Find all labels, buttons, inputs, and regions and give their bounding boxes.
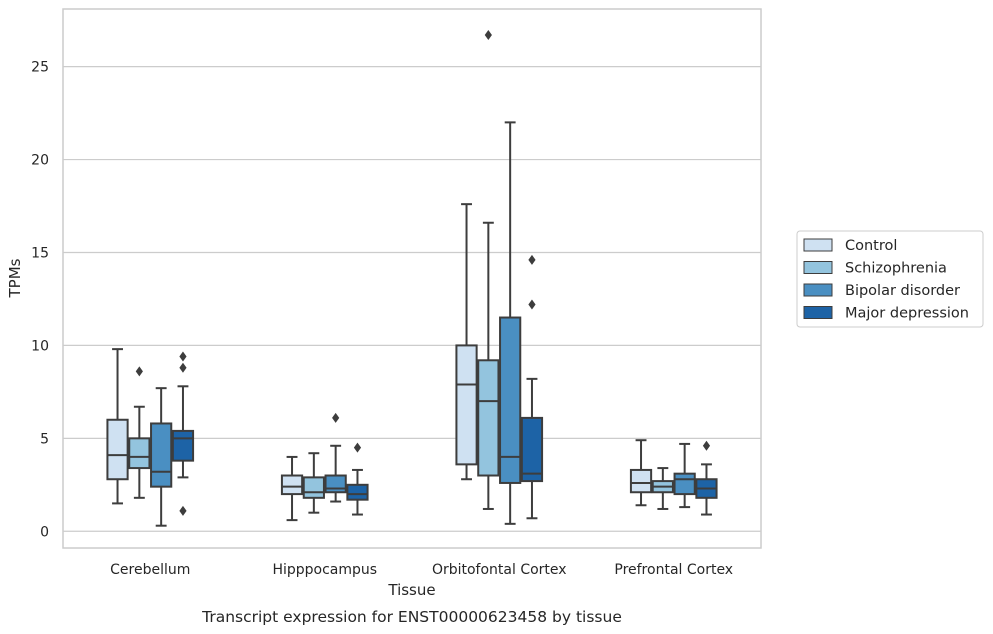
- iqr-box: [629, 468, 653, 494]
- legend-label: Major depression: [845, 306, 969, 322]
- y-tick-label: 10: [31, 338, 49, 354]
- legend-label: Schizophrenia: [845, 261, 947, 277]
- iqr-box: [280, 474, 304, 496]
- iqr-box: [673, 472, 696, 496]
- x-tick-labels: Cerebellum Hipppocampus Orbitofontal Corte…: [110, 562, 733, 578]
- box-major-depression: [346, 442, 369, 516]
- y-axis-title: TPMs: [6, 258, 24, 298]
- box-schizophrenia: [128, 366, 151, 499]
- x-tick-label: Orbitofontal Cortex: [432, 562, 567, 578]
- x-axis-title: Tissue: [387, 581, 435, 599]
- legend-swatch: [803, 306, 833, 319]
- legend-label: Control: [845, 238, 897, 254]
- y-tick-labels: 0 5 10 15 20 25: [31, 60, 49, 541]
- outlier-point: [332, 412, 340, 423]
- y-tick-label: 20: [31, 153, 49, 169]
- legend-swatch: [803, 283, 833, 297]
- iqr-box: [324, 474, 347, 494]
- iqr-box: [171, 429, 195, 462]
- outlier-point: [179, 351, 187, 362]
- box-schizophrenia: [477, 30, 500, 510]
- box-major-depression: [171, 351, 195, 516]
- iqr-box: [150, 422, 173, 488]
- y-tick-label: 25: [31, 60, 49, 76]
- box-control: [106, 348, 129, 505]
- legend-frame: [796, 230, 984, 328]
- outlier-point: [528, 254, 536, 265]
- outlier-point: [528, 299, 536, 310]
- box-bipolar-disorder: [324, 412, 347, 503]
- box-control: [280, 455, 304, 522]
- iqr-box: [302, 476, 325, 499]
- outlier-point: [135, 366, 143, 377]
- iqr-box: [499, 316, 522, 484]
- box-major-depression: [520, 254, 544, 520]
- y-tick-label: 15: [31, 245, 49, 261]
- box-schizophrenia: [302, 452, 325, 514]
- outlier-point: [179, 362, 187, 373]
- legend-label: Bipolar disorder: [845, 283, 960, 299]
- x-tick-label: Prefrontal Cortex: [614, 562, 733, 578]
- legend: Control Schizophrenia Bipolar disorder Majo…: [796, 230, 984, 328]
- iqr-box: [346, 483, 369, 501]
- outlier-point: [179, 505, 187, 516]
- box-schizophrenia: [651, 467, 674, 510]
- legend-swatch: [803, 238, 833, 252]
- plot-area-frame: [62, 8, 762, 549]
- iqr-box: [520, 416, 544, 483]
- iqr-box: [477, 359, 500, 477]
- outlier-point: [353, 442, 362, 453]
- outlier-point: [702, 440, 711, 451]
- box-bipolar-disorder: [150, 387, 173, 527]
- y-tick-label: 5: [40, 431, 49, 447]
- iqr-box: [455, 344, 478, 466]
- box-control: [629, 439, 653, 507]
- boxes-layer: [106, 30, 718, 527]
- x-tick-label: Hipppocampus: [272, 562, 377, 578]
- box-major-depression: [695, 440, 718, 516]
- chart-caption: Transcript expression for ENST0000062345…: [201, 608, 622, 626]
- box-control: [455, 203, 478, 481]
- outlier-point: [484, 30, 492, 41]
- y-tick-label: 0: [40, 524, 49, 540]
- box-bipolar-disorder: [673, 442, 696, 509]
- box-bipolar-disorder: [499, 121, 522, 525]
- iqr-box: [106, 418, 129, 481]
- x-tick-label: Cerebellum: [110, 562, 190, 578]
- iqr-box: [128, 437, 151, 470]
- legend-swatch: [803, 261, 833, 274]
